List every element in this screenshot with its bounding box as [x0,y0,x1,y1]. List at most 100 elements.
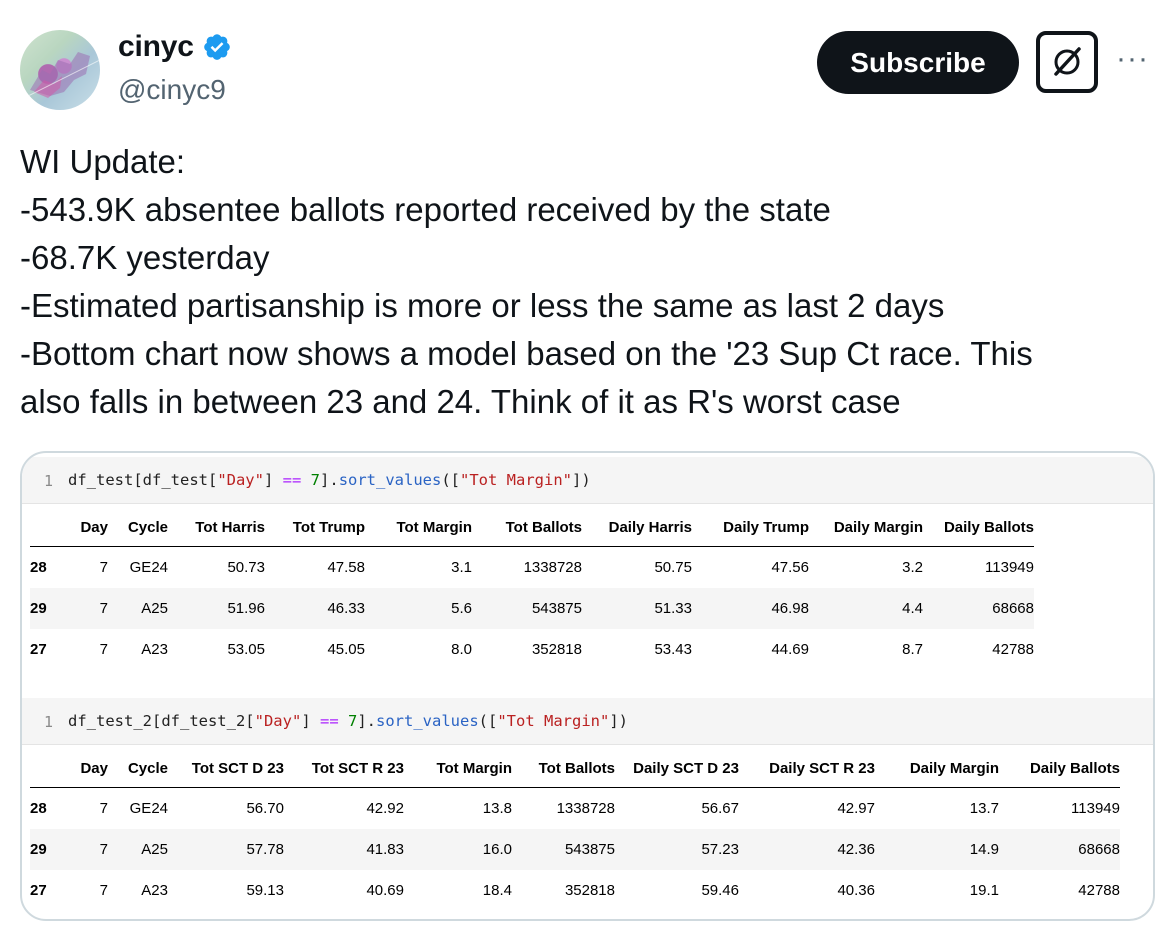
table-cell: 8.0 [451,641,472,658]
table-cell: 59.13 [246,882,284,899]
column-header: Daily Margin [909,759,999,777]
table-cell: 543875 [531,600,582,617]
column-header: Daily Ballots [1029,759,1120,777]
table-cell: A23 [141,882,168,899]
dataframe-table-2: Day Cycle Tot SCT D 23 Tot SCT R 23 Tot … [30,749,1120,911]
table-cell: 1338728 [556,800,615,817]
column-header: Tot Harris [195,518,265,536]
code-token: "Day" [217,471,264,489]
code-token [301,471,310,489]
row-index: 28 [30,559,47,576]
table-cell: 42788 [1078,882,1120,899]
table-cell: 113949 [1071,800,1120,817]
more-options-icon[interactable]: ··· [1116,42,1149,75]
media-image[interactable]: 1 df_test[df_test["Day"] == 7].sort_valu… [20,451,1155,921]
table-cell: 57.78 [246,841,284,858]
code-token: "Tot Margin" [460,471,572,489]
table-cell: 13.8 [482,800,512,817]
code-token: "Tot Margin" [497,712,610,730]
column-header: Daily Ballots [943,518,1034,536]
column-header: Daily SCT D 23 [633,759,739,777]
column-header: Tot Ballots [505,518,582,536]
table-cell: 352818 [531,641,582,658]
grok-icon [1054,47,1081,76]
table-cell: 45.05 [327,641,365,658]
table-cell: 7 [99,559,108,576]
code-token: ([ [441,471,461,489]
table-cell: 543875 [564,841,615,858]
code-token: sort_values [338,471,442,489]
table-row: 27 7 A23 59.13 40.69 18.4 352818 59.46 4… [30,870,1120,911]
table-cell: 42788 [992,641,1034,658]
table-cell: 7 [99,841,108,858]
table-cell: 46.98 [771,600,809,617]
column-header: Tot Trump [292,518,365,536]
table-cell: 1338728 [523,559,582,576]
tweet-text: WI Update: -543.9K absentee ballots repo… [20,138,1150,426]
table-cell: 13.7 [969,800,999,817]
table-cell: 51.96 [227,600,265,617]
column-header: Daily Trump [723,518,809,536]
tweet-line: -Estimated partisanship is more or less … [20,287,945,324]
table-cell: 5.6 [451,600,472,617]
table-cell: 3.1 [451,559,472,576]
column-header: Tot SCT R 23 [311,759,404,777]
table-cell: A25 [141,841,168,858]
table-cell: 46.33 [327,600,365,617]
table-cell: 56.67 [701,800,739,817]
line-number: 1 [44,472,54,490]
author-display-name[interactable]: cinyc [118,30,194,63]
table-cell: 352818 [564,882,615,899]
table-cell: 8.7 [902,641,923,658]
column-header: Cycle [127,759,168,777]
code-token: ] [301,712,320,730]
table-cell: 53.43 [654,641,692,658]
table-cell: 44.69 [771,641,809,658]
table-cell: 7 [99,641,108,658]
grok-button[interactable] [1036,31,1098,93]
code-token [339,712,348,730]
dataframe-table-1: Day Cycle Tot Harris Tot Trump Tot Margi… [30,508,1034,670]
code-token: ]. [357,712,377,730]
table-cell: 41.83 [366,841,404,858]
table-cell: 56.70 [246,800,284,817]
column-header: Daily Margin [833,518,923,536]
code-token: ]) [572,471,591,489]
code-cell-1: 1 df_test[df_test["Day"] == 7].sort_valu… [22,457,1153,504]
row-index: 29 [30,600,47,617]
table-cell: 59.46 [701,882,739,899]
table-cell: 40.69 [366,882,404,899]
column-header: Day [80,518,108,536]
table-cell: 3.2 [902,559,923,576]
table-cell: 47.58 [327,559,365,576]
table-row: 29 7 A25 57.78 41.83 16.0 543875 57.23 4… [30,829,1120,870]
code-token: df_test_2[df_test_2[ [68,712,255,730]
column-header: Day [80,759,108,777]
table-cell: 16.0 [482,841,512,858]
code-token: 7 [310,471,321,489]
author-handle[interactable]: @cinyc9 [118,74,226,105]
row-index: 27 [30,882,47,899]
tweet-line: WI Update: [20,143,186,180]
row-index: 29 [30,841,47,858]
code-token: == [319,712,339,730]
table-cell: 4.4 [902,600,923,617]
code-token: ] [263,471,283,489]
tweet-line: -68.7K yesterday [20,239,270,276]
table-cell: 47.56 [771,559,809,576]
index-header [30,749,58,788]
table-header-row: Day Cycle Tot Harris Tot Trump Tot Margi… [30,508,1034,547]
code-token: 7 [348,712,358,730]
table-cell: 68668 [992,600,1034,617]
avatar[interactable] [20,30,100,110]
row-index: 27 [30,641,47,658]
subscribe-button[interactable]: Subscribe [817,31,1019,94]
table-cell: 42.92 [366,800,404,817]
code-token: ]. [320,471,339,489]
code-token: sort_values [376,712,479,730]
table-cell: 14.9 [969,841,999,858]
table-header-row: Day Cycle Tot SCT D 23 Tot SCT R 23 Tot … [30,749,1120,788]
table-cell: 42.97 [837,800,875,817]
table-cell: 42.36 [837,841,875,858]
column-header: Tot SCT D 23 [191,759,284,777]
